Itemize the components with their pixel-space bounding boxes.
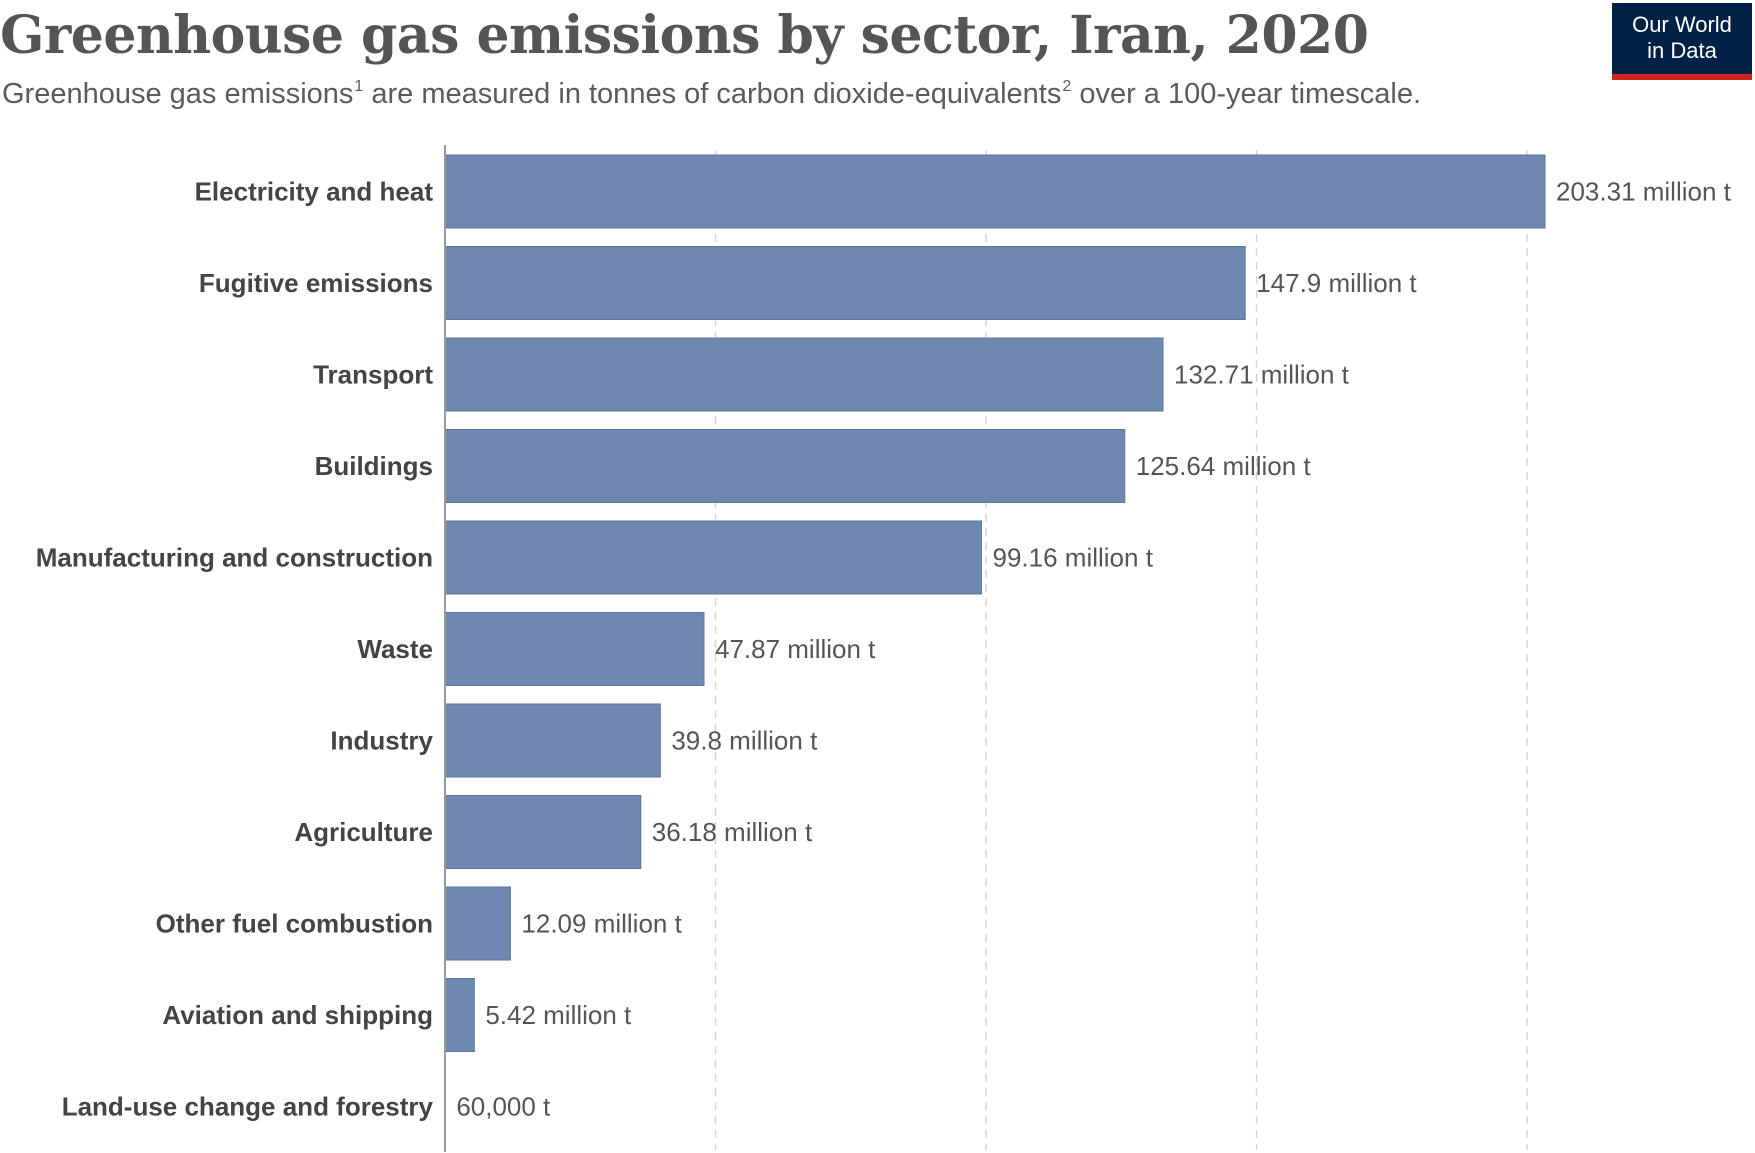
footnote-marker-1: 1 <box>354 78 364 95</box>
value-label: 99.16 million t <box>993 543 1154 573</box>
category-label: Buildings <box>315 451 433 481</box>
value-label: 132.71 million t <box>1174 360 1350 390</box>
chart-subtitle: Greenhouse gas emissions1 are measured i… <box>2 76 1421 112</box>
footnote-marker-2: 2 <box>1062 78 1072 95</box>
value-label: 147.9 million t <box>1256 268 1417 298</box>
category-label: Transport <box>313 360 433 390</box>
bar-aviation-and-shipping[interactable] <box>444 978 475 1052</box>
category-label: Other fuel combustion <box>156 909 433 939</box>
logo-line-2: in Data <box>1647 38 1717 63</box>
category-label: Fugitive emissions <box>199 268 433 298</box>
our-world-in-data-logo[interactable]: Our World in Data <box>1612 3 1752 80</box>
bar-buildings[interactable] <box>444 429 1126 503</box>
category-label: Electricity and heat <box>195 177 434 207</box>
bar-electricity-and-heat[interactable] <box>444 154 1546 229</box>
value-label: 39.8 million t <box>671 726 818 756</box>
category-label: Industry <box>330 726 433 756</box>
bar-transport[interactable] <box>444 337 1164 412</box>
category-label: Agriculture <box>294 817 433 847</box>
category-label: Waste <box>357 634 433 664</box>
bar-agriculture[interactable] <box>444 795 642 869</box>
category-label: Manufacturing and construction <box>36 543 433 573</box>
chart-title: Greenhouse gas emissions by sector, Iran… <box>0 5 1369 66</box>
value-label: 47.87 million t <box>715 634 876 664</box>
gridlines <box>714 150 1528 1150</box>
value-label: 5.42 million t <box>485 1000 632 1030</box>
labels: Electricity and heat 203.31 million t Fugi… <box>36 177 1732 1122</box>
category-label: Aviation and shipping <box>162 1000 433 1030</box>
bar-other-fuel-combustion[interactable] <box>444 886 511 961</box>
value-label: 60,000 t <box>456 1092 551 1122</box>
value-label: 125.64 million t <box>1136 451 1312 481</box>
subtitle-part-2: are measured in tonnes of carbon dioxide… <box>363 78 1062 110</box>
value-label: 12.09 million t <box>521 909 682 939</box>
bars <box>444 154 1546 1144</box>
bar-manufacturing-and-construction[interactable] <box>444 520 983 595</box>
logo-line-1: Our World <box>1632 12 1732 37</box>
bar-industry[interactable] <box>444 703 661 778</box>
subtitle-part-3: over a 100-year timescale. <box>1071 78 1422 110</box>
category-label: Land-use change and forestry <box>62 1092 434 1122</box>
subtitle-part-1: Greenhouse gas emissions <box>2 78 354 110</box>
bar-waste[interactable] <box>444 612 705 686</box>
value-label: 36.18 million t <box>652 817 813 847</box>
bar-fugitive-emissions[interactable] <box>444 246 1246 320</box>
value-label: 203.31 million t <box>1556 177 1732 207</box>
